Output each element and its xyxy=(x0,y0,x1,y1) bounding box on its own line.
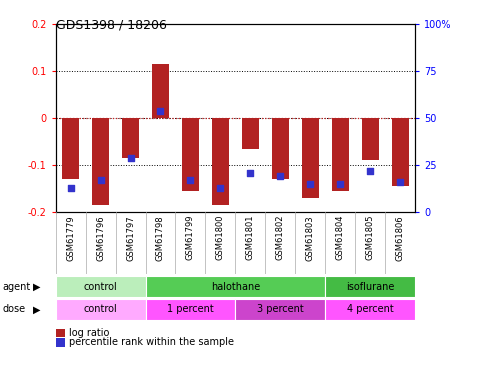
Bar xyxy=(152,64,169,118)
Point xyxy=(247,170,255,176)
Text: GSM61804: GSM61804 xyxy=(336,215,345,261)
Point xyxy=(337,181,344,187)
Bar xyxy=(56,298,145,320)
Bar xyxy=(326,298,415,320)
Bar xyxy=(145,276,326,297)
Bar xyxy=(92,118,109,205)
Bar xyxy=(145,298,236,320)
Text: GSM61796: GSM61796 xyxy=(96,215,105,261)
Point xyxy=(307,181,314,187)
Text: GSM61803: GSM61803 xyxy=(306,215,315,261)
Bar xyxy=(122,118,139,158)
Bar xyxy=(212,118,229,205)
Point xyxy=(216,184,224,190)
Text: GSM61802: GSM61802 xyxy=(276,215,285,261)
Point xyxy=(397,179,404,185)
Text: 3 percent: 3 percent xyxy=(257,304,304,314)
Point xyxy=(127,154,134,160)
Point xyxy=(97,177,104,183)
Point xyxy=(277,173,284,179)
Bar xyxy=(332,118,349,191)
Text: isoflurane: isoflurane xyxy=(346,282,395,291)
Text: 1 percent: 1 percent xyxy=(167,304,214,314)
Text: GSM61797: GSM61797 xyxy=(126,215,135,261)
Bar xyxy=(302,118,319,198)
Text: halothane: halothane xyxy=(211,282,260,291)
Text: GSM61801: GSM61801 xyxy=(246,215,255,261)
Bar xyxy=(272,118,289,179)
Text: GSM61779: GSM61779 xyxy=(66,215,75,261)
Text: control: control xyxy=(84,304,117,314)
Bar xyxy=(392,118,409,186)
Bar xyxy=(182,118,199,191)
Text: GSM61799: GSM61799 xyxy=(186,215,195,261)
Bar xyxy=(236,298,326,320)
Text: ▶: ▶ xyxy=(33,282,41,291)
Point xyxy=(367,168,374,174)
Bar xyxy=(242,118,259,148)
Text: log ratio: log ratio xyxy=(69,328,110,338)
Text: GSM61806: GSM61806 xyxy=(396,215,405,261)
Point xyxy=(156,108,164,114)
Point xyxy=(67,184,74,190)
Text: percentile rank within the sample: percentile rank within the sample xyxy=(69,338,234,347)
Text: GDS1398 / 18206: GDS1398 / 18206 xyxy=(56,19,167,32)
Text: 4 percent: 4 percent xyxy=(347,304,394,314)
Point xyxy=(186,177,194,183)
Text: control: control xyxy=(84,282,117,291)
Bar xyxy=(326,276,415,297)
Bar xyxy=(362,118,379,160)
Bar xyxy=(56,276,145,297)
Text: GSM61800: GSM61800 xyxy=(216,215,225,261)
Text: ▶: ▶ xyxy=(33,304,41,314)
Bar xyxy=(62,118,79,179)
Text: GSM61805: GSM61805 xyxy=(366,215,375,261)
Text: GSM61798: GSM61798 xyxy=(156,215,165,261)
Text: dose: dose xyxy=(2,304,26,314)
Text: agent: agent xyxy=(2,282,30,291)
